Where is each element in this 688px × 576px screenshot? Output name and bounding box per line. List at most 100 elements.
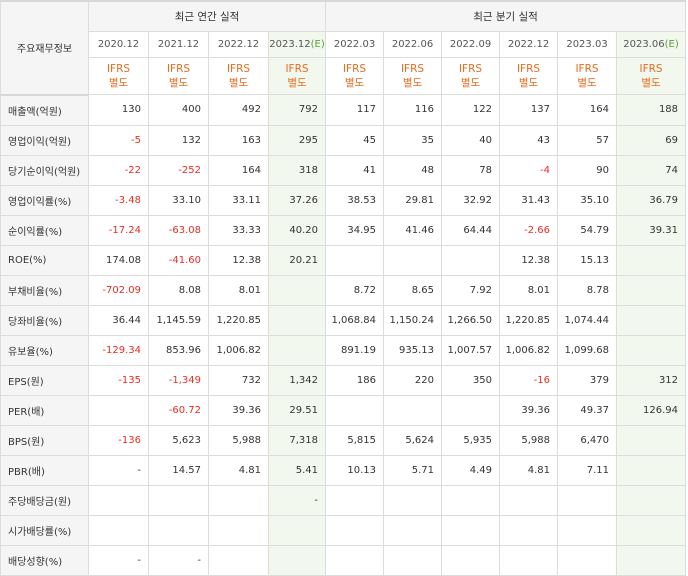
table-cell: 1,220.85	[499, 304, 559, 336]
table-row: 주당배당금(원) -	[0, 484, 687, 516]
table-cell: 1,220.85	[208, 304, 269, 336]
table-cell: 14.57	[148, 454, 209, 486]
ifrs-header[interactable]: IFRS 별도	[88, 57, 149, 95]
table-cell: -	[148, 544, 209, 576]
ifrs-header[interactable]: IFRS 별도	[267, 57, 327, 95]
period-label: 2021.12	[157, 39, 200, 50]
table-cell: 312	[616, 364, 687, 396]
table-cell: -702.09	[88, 274, 149, 306]
table-cell: 12.38	[208, 244, 269, 276]
table-row: 시가배당률(%)	[0, 514, 687, 546]
table-cell: 33.33	[208, 214, 269, 246]
table-cell: 37.26	[267, 184, 327, 216]
separate-label: 별도	[518, 77, 539, 89]
period-header: 2022.06	[383, 31, 443, 58]
period-header: 2022.09	[441, 31, 501, 58]
table-row: ROE(%) 174.08 -41.60 12.38 20.21 12.38 15.13	[0, 244, 687, 276]
table-cell: 57	[557, 124, 618, 156]
table-cell: 350	[441, 364, 501, 396]
table-cell: 39.36	[499, 394, 559, 426]
table-cell	[383, 394, 443, 426]
table-cell: 7.11	[557, 454, 618, 486]
table-cell: 4.81	[499, 454, 559, 486]
annual-group-header: 최근 연간 실적	[87, 0, 327, 32]
table-cell: 1,342	[267, 364, 327, 396]
table-cell	[441, 484, 501, 516]
separate-label: 별도	[287, 77, 307, 89]
separate-label: 별도	[344, 77, 365, 89]
table-cell: 318	[267, 154, 327, 186]
table-cell: 34.95	[325, 214, 385, 246]
table-cell: 78	[441, 154, 501, 186]
table-row: 유보율(%) -129.34 853.96 1,006.82 891.19 935.13 1…	[0, 334, 687, 366]
table-row: PBR(배) -14.57 4.81 5.41 10.13 5.71 4.49 4.81 7.1…	[0, 454, 687, 486]
ifrs-header[interactable]: IFRS 별도	[499, 57, 559, 95]
table-cell: 1,068.84	[325, 304, 385, 336]
table-cell: 48	[383, 154, 443, 186]
table-cell: 33.11	[208, 184, 269, 216]
row-label: 영업이익(억원)	[0, 124, 89, 156]
period-row: 2020.12 2021.12 2022.12 2023.12(E) 2022.03 20…	[1, 31, 687, 58]
row-label: 배당성향(%)	[0, 544, 89, 576]
table-cell	[383, 244, 443, 276]
table-cell	[616, 544, 687, 576]
period-header: 2023.06(E)	[616, 31, 687, 58]
table-cell: 164	[557, 94, 618, 126]
table-row: 당기순이익(억원) -22 -252 164 318 41 48 78 -4 90 74	[0, 154, 687, 186]
ifrs-label: IFRS	[166, 63, 191, 75]
row-label: PER(배)	[0, 394, 89, 426]
table-cell: 379	[557, 364, 618, 396]
table-cell: -1,349	[148, 364, 209, 396]
table-row: 순이익률(%) -17.24 -63.08 33.33 40.20 34.95 41.46 6…	[0, 214, 687, 246]
row-label: EPS(원)	[0, 364, 89, 396]
table-cell: -60.72	[148, 394, 209, 426]
period-header: 2021.12	[148, 31, 209, 58]
table-cell: 41	[325, 154, 385, 186]
table-cell: 935.13	[383, 334, 443, 366]
period-header: 2022.03	[325, 31, 385, 58]
period-header: 2023.03	[557, 31, 618, 58]
table-cell	[441, 244, 501, 276]
period-label: 2023.03	[566, 39, 608, 50]
ifrs-header[interactable]: IFRS 별도	[208, 57, 269, 95]
table-cell: 8.78	[557, 274, 618, 306]
ifrs-header[interactable]: IFRS 별도	[557, 57, 618, 95]
table-cell: 5,623	[148, 424, 209, 456]
table-cell: -22	[88, 154, 149, 186]
period-header: 2020.12	[88, 31, 149, 58]
table-cell: -	[88, 454, 149, 486]
table-cell: -5	[88, 124, 149, 156]
table-row: 배당성향(%) - -	[0, 544, 687, 576]
accounting-standard-row: IFRS 별도 IFRS 별도 IFRS 별도 IFRS 별도 IFRS 별도 IFRS 별도 IFRS…	[1, 57, 687, 95]
ifrs-header[interactable]: IFRS 별도	[616, 57, 687, 95]
table-cell	[383, 544, 443, 576]
table-cell: -63.08	[148, 214, 209, 246]
row-label: ROE(%)	[0, 244, 89, 276]
table-cell: -41.60	[148, 244, 209, 276]
table-cell: 64.44	[441, 214, 501, 246]
table-cell: 132	[148, 124, 209, 156]
table-cell: 8.08	[148, 274, 209, 306]
table-cell: 492	[208, 94, 269, 126]
table-cell: -252	[148, 154, 209, 186]
table-cell: -	[267, 484, 327, 516]
table-cell	[325, 244, 385, 276]
ifrs-header[interactable]: IFRS 별도	[383, 57, 443, 95]
table-cell: 41.46	[383, 214, 443, 246]
ifrs-label: IFRS	[458, 63, 483, 75]
ifrs-header[interactable]: IFRS 별도	[148, 57, 209, 95]
row-label: 주당배당금(원)	[0, 484, 89, 516]
table-cell: 35	[383, 124, 443, 156]
table-cell: 792	[267, 94, 327, 126]
table-row: 부채비율(%) -702.09 8.08 8.01 8.72 8.65 7.92 8.01 8.…	[0, 274, 687, 306]
table-cell: 5,988	[208, 424, 269, 456]
table-cell: 43	[499, 124, 559, 156]
table-cell	[148, 484, 209, 516]
ifrs-header[interactable]: IFRS 별도	[441, 57, 501, 95]
table-cell: 20.21	[267, 244, 327, 276]
table-cell	[557, 484, 618, 516]
separate-label: 별도	[168, 77, 189, 89]
table-cell	[383, 514, 443, 546]
ifrs-header[interactable]: IFRS 별도	[325, 57, 385, 95]
